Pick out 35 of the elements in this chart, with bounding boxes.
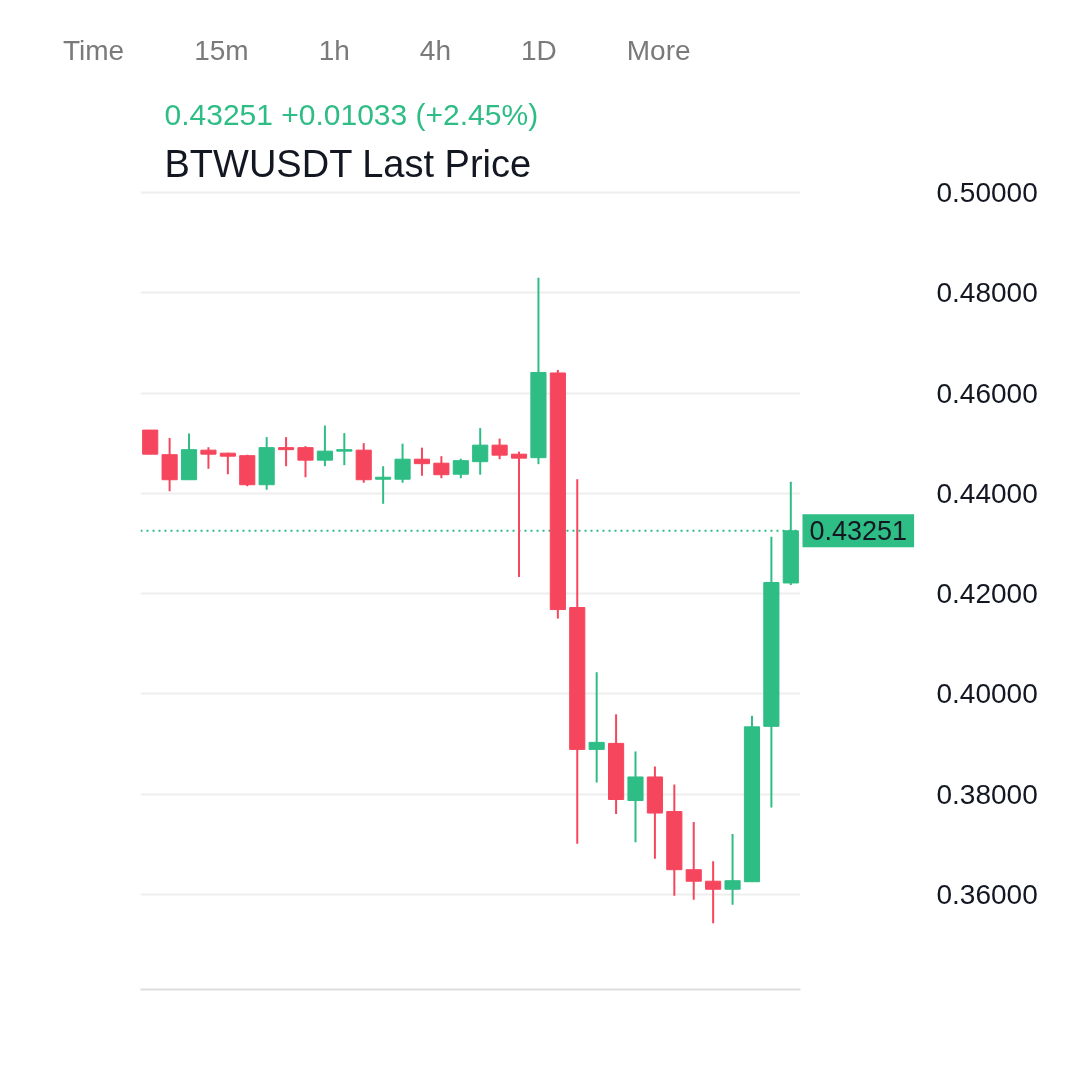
y-tick-label: 0.46000 [936,377,1038,409]
candlestick [297,445,314,479]
candlestick [491,437,508,461]
ref-line-label: 0.43251 [809,516,908,547]
y-tick-label: 0.42000 [936,578,1038,610]
text: 1h [318,34,350,68]
candlestick [375,465,392,505]
text: 1D [520,34,557,68]
candlestick [316,424,333,468]
candlestick [588,671,605,784]
candlestick [394,442,411,484]
candlestick [336,432,353,467]
candlestick [705,860,722,925]
candlestick [510,450,528,578]
candlestick [200,446,217,470]
candlestick [724,833,741,906]
candlestick [452,457,469,480]
text: Time [63,34,125,68]
y-tick-label: 0.44000 [936,477,1038,509]
text: 15m [194,34,249,68]
y-tick-label: 0.40000 [936,678,1038,710]
chart-subtitle: 0.43251 +0.01033 (+2.45%) [164,97,539,131]
candlestick [685,821,702,901]
text: 4h [419,34,451,68]
y-tick-label: 0.50000 [936,177,1038,209]
y-tick-label: 0.36000 [936,878,1038,910]
candlestick [278,436,295,468]
chart-title: BTWUSDT Last Price [164,142,532,185]
y-tick-label: 0.38000 [936,778,1038,810]
candlestick [433,455,450,480]
candlestick [627,750,644,844]
candlestick [413,446,431,477]
y-tick-label: 0.48000 [936,277,1038,309]
text: More [626,34,691,68]
candlestick [472,427,489,476]
